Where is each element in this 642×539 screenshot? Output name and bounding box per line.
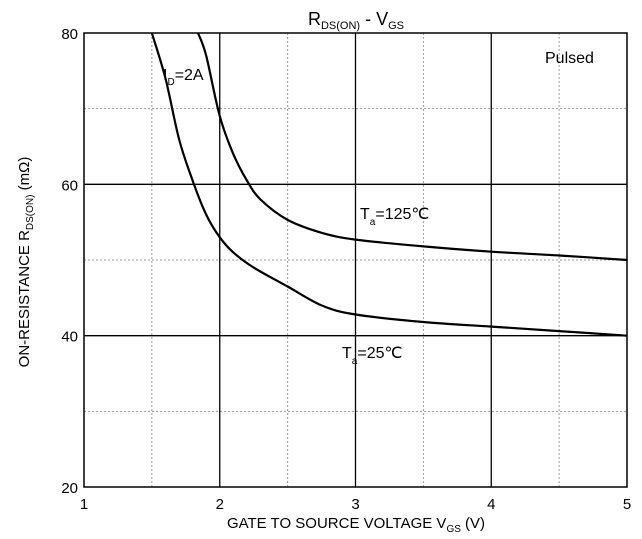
grid: [84, 33, 627, 487]
plot-frame: [83, 32, 628, 488]
y-tick-label: 40: [61, 329, 78, 346]
id-label: ID=2A: [163, 67, 204, 88]
x-axis-label: GATE TO SOURCE VOLTAGE VGS (V): [227, 515, 485, 535]
x-tick-label: 2: [216, 496, 224, 513]
t125-sub: a: [370, 217, 376, 228]
ylabel-main: ON-RESISTANCE R: [16, 230, 33, 367]
x-tick-label: 1: [80, 496, 88, 513]
title-sub2: GS: [388, 20, 404, 32]
tick-labels: 1 2 3 4 5 20 40 60 80: [61, 26, 631, 513]
t125-main: T: [360, 206, 370, 223]
x-tick-label: 3: [351, 496, 359, 513]
t25-tail: =25℃: [357, 345, 402, 362]
ylabel-sub: DS(ON): [25, 195, 36, 231]
x-tick-label: 5: [623, 496, 631, 513]
id-main: I: [163, 67, 167, 84]
y-tick-label: 60: [61, 177, 78, 194]
title-sub1: DS(ON): [321, 20, 360, 32]
curve-ta-25c: [150, 32, 628, 337]
chart-title: RDS(ON) - VGS: [308, 9, 404, 32]
y-tick-label: 20: [61, 480, 78, 497]
t125-tail: =125℃: [375, 206, 429, 223]
t25-main: T: [342, 345, 352, 362]
curve-ta-125c: [196, 32, 628, 262]
ylabel-tail: (mΩ): [16, 157, 33, 195]
id-sub: D: [167, 77, 174, 88]
title-main: R: [308, 9, 321, 29]
t125-label: Ta=125℃: [360, 206, 429, 228]
id-tail: =2A: [175, 67, 204, 84]
pulsed-label: Pulsed: [545, 50, 594, 67]
x-tick-label: 4: [487, 496, 495, 513]
xlabel-main: GATE TO SOURCE VOLTAGE V: [227, 515, 447, 532]
t25-label: Ta=25℃: [342, 345, 402, 367]
y-axis-label: ON-RESISTANCE RDS(ON) (mΩ): [16, 157, 36, 368]
xlabel-tail: (V): [461, 515, 485, 532]
xlabel-sub: GS: [446, 524, 461, 535]
title-mid: - V: [360, 9, 388, 29]
y-tick-label: 80: [61, 26, 78, 43]
t25-sub: a: [352, 356, 358, 367]
curves: [150, 32, 628, 337]
